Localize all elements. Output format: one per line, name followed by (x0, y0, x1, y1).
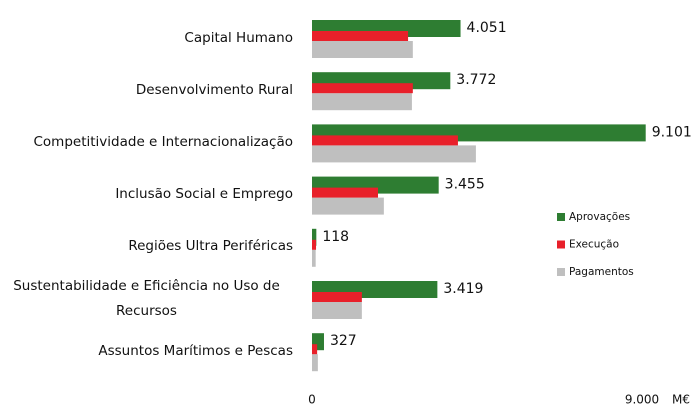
bar (312, 31, 409, 41)
category-text: Regiões Ultra Periféricas (128, 238, 293, 255)
data-label: 327 (330, 333, 357, 349)
bar (312, 239, 317, 250)
category-label: Sustentabilidade e Eficiência no Uso de … (0, 274, 293, 324)
bar (312, 187, 378, 198)
data-label: 4.051 (467, 20, 507, 36)
category-text: Competitividade e Internacionalização (33, 133, 294, 150)
bar (312, 354, 318, 372)
bar (312, 93, 412, 111)
category-label: Inclusão Social e Emprego (0, 182, 293, 207)
bar (312, 249, 316, 267)
legend-swatch (557, 213, 565, 221)
bar (312, 302, 362, 319)
legend-swatch (557, 268, 565, 276)
bar (312, 228, 317, 246)
legend-label: Execução (569, 239, 619, 251)
category-text: Sustentabilidade e Eficiência no Uso de … (13, 278, 280, 319)
legend-label: Aprovações (569, 211, 630, 223)
category-text: Capital Humano (184, 29, 293, 46)
legend-swatch (557, 240, 565, 249)
category-text: Desenvolvimento Rural (135, 81, 293, 98)
data-label: 3.772 (456, 72, 496, 88)
bar (312, 83, 413, 94)
data-label: 9.101 (652, 124, 692, 140)
data-label: 3.455 (445, 177, 485, 193)
category-label: Competitividade e Internacionalização (0, 130, 294, 155)
category-label: Assuntos Marítimos e Pescas (0, 339, 293, 364)
category-text: Inclusão Social e Emprego (115, 186, 293, 203)
x-tick-label: 9.000 (625, 393, 659, 407)
x-axis-unit: M€ (672, 393, 690, 407)
bar (312, 292, 362, 302)
category-label: Desenvolvimento Rural (0, 78, 293, 103)
bar (312, 344, 318, 355)
legend-label: Pagamentos (569, 266, 634, 278)
bar (312, 41, 413, 58)
bar (312, 197, 384, 215)
data-label: 118 (322, 229, 349, 245)
bar (312, 135, 458, 146)
category-label: Capital Humano (0, 26, 293, 51)
bar (312, 333, 324, 351)
category-label: Regiões Ultra Periféricas (0, 234, 293, 259)
bar (312, 145, 476, 163)
x-tick-label: 0 (308, 393, 316, 407)
category-text: Assuntos Marítimos e Pescas (98, 342, 293, 359)
data-label: 3.419 (443, 281, 483, 297)
